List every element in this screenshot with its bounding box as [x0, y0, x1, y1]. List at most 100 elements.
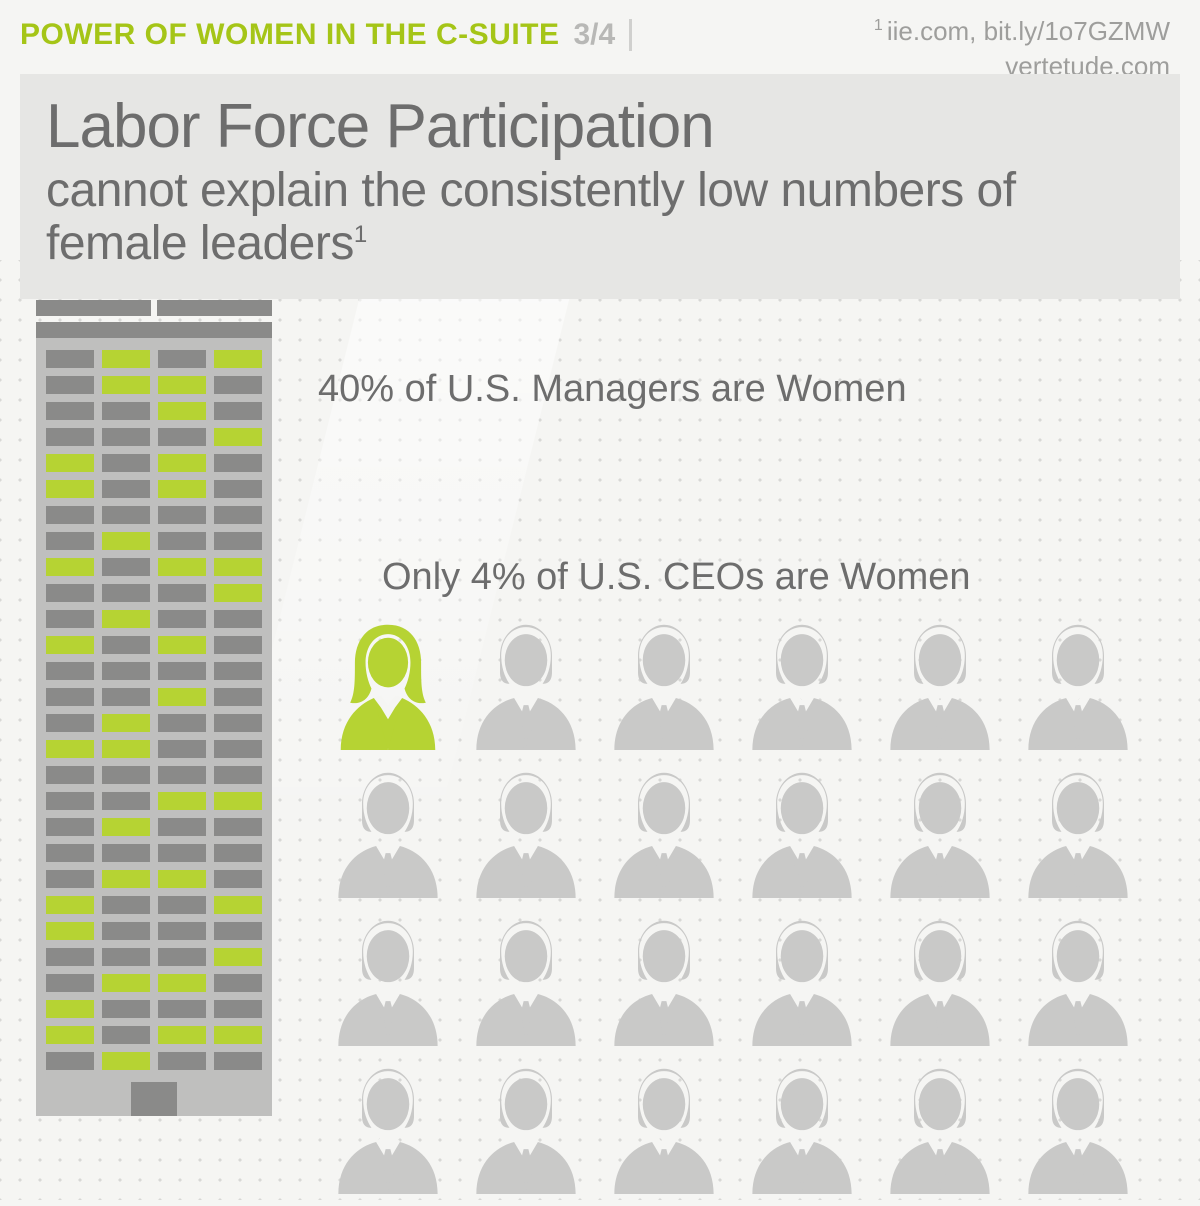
- building-window: [214, 610, 262, 628]
- building-window: [158, 636, 206, 654]
- building-window: [214, 558, 262, 576]
- building-window: [158, 740, 206, 758]
- building-window: [158, 506, 206, 524]
- building-window: [214, 948, 262, 966]
- building-window: [158, 870, 206, 888]
- building-window: [214, 1052, 262, 1070]
- credit-text-1: iie.com, bit.ly/1o7GZMW: [887, 16, 1170, 46]
- building-window: [102, 454, 150, 472]
- building-window: [102, 376, 150, 394]
- person-male-icon: [1018, 916, 1148, 1058]
- building-top-cell: [36, 300, 151, 316]
- header-divider: [629, 19, 632, 51]
- person-male-icon: [604, 620, 734, 762]
- building-window: [158, 1052, 206, 1070]
- building-window: [214, 1026, 262, 1044]
- building-window: [46, 636, 94, 654]
- building-window: [102, 402, 150, 420]
- building-window: [158, 844, 206, 862]
- building-window: [158, 896, 206, 914]
- building-window: [46, 688, 94, 706]
- building-window: [214, 662, 262, 680]
- building-window: [214, 688, 262, 706]
- building-window: [46, 818, 94, 836]
- building-top: [36, 300, 272, 316]
- building-window: [46, 1052, 94, 1070]
- header-page: 3/4: [574, 18, 616, 52]
- building-window: [158, 558, 206, 576]
- building-window: [214, 584, 262, 602]
- building-window: [102, 974, 150, 992]
- title-sub: cannot explain the consistently low numb…: [46, 165, 1154, 271]
- building-window: [214, 896, 262, 914]
- building-window: [46, 454, 94, 472]
- building-window: [46, 974, 94, 992]
- building-window: [102, 506, 150, 524]
- building-window: [46, 376, 94, 394]
- building-window: [158, 714, 206, 732]
- building-window: [214, 766, 262, 784]
- credit-line-1: 1iie.com, bit.ly/1o7GZMW: [874, 14, 1170, 49]
- building-window: [102, 350, 150, 368]
- building-window: [158, 428, 206, 446]
- building-window: [158, 350, 206, 368]
- building-window: [158, 662, 206, 680]
- building-window: [46, 532, 94, 550]
- building-window: [102, 428, 150, 446]
- building-window: [46, 480, 94, 498]
- building-window: [46, 844, 94, 862]
- building-window: [214, 480, 262, 498]
- title-sub-text: cannot explain the consistently low numb…: [46, 164, 1016, 270]
- building-window: [102, 818, 150, 836]
- person-male-icon: [880, 1064, 1010, 1206]
- person-male-icon: [1018, 768, 1148, 910]
- person-male-icon: [328, 916, 458, 1058]
- building-window: [102, 714, 150, 732]
- stat-ceos: Only 4% of U.S. CEOs are Women: [382, 556, 971, 599]
- person-male-icon: [604, 916, 734, 1058]
- building-window: [158, 376, 206, 394]
- building-window: [46, 766, 94, 784]
- building-window: [102, 558, 150, 576]
- building-window: [158, 974, 206, 992]
- building-window: [214, 402, 262, 420]
- building-window: [214, 792, 262, 810]
- building-window: [102, 636, 150, 654]
- person-male-icon: [466, 768, 596, 910]
- building-window: [46, 428, 94, 446]
- person-male-icon: [604, 768, 734, 910]
- building-window: [158, 948, 206, 966]
- building-window: [158, 818, 206, 836]
- person-male-icon: [1018, 620, 1148, 762]
- building-window: [214, 428, 262, 446]
- building-window: [102, 688, 150, 706]
- title-block: Labor Force Participation cannot explain…: [20, 74, 1180, 299]
- building-window: [102, 610, 150, 628]
- building-window: [46, 610, 94, 628]
- person-male-icon: [604, 1064, 734, 1206]
- stat-managers: 40% of U.S. Managers are Women: [318, 368, 907, 411]
- building-body: [36, 338, 272, 1070]
- building-window: [214, 532, 262, 550]
- person-female-icon: [328, 620, 458, 762]
- building-window: [158, 688, 206, 706]
- person-male-icon: [742, 768, 872, 910]
- person-male-icon: [466, 916, 596, 1058]
- building-window: [102, 1026, 150, 1044]
- building-window: [102, 896, 150, 914]
- building-window: [214, 506, 262, 524]
- building-window: [158, 402, 206, 420]
- building-window: [214, 714, 262, 732]
- building-window: [102, 792, 150, 810]
- building-window: [46, 558, 94, 576]
- building-window: [158, 766, 206, 784]
- person-male-icon: [880, 768, 1010, 910]
- building-window: [158, 792, 206, 810]
- building-icon: [36, 300, 272, 1116]
- building-window: [102, 922, 150, 940]
- building-door: [131, 1082, 177, 1116]
- person-male-icon: [328, 1064, 458, 1206]
- person-male-icon: [742, 1064, 872, 1206]
- building-window: [46, 740, 94, 758]
- building-window: [46, 1026, 94, 1044]
